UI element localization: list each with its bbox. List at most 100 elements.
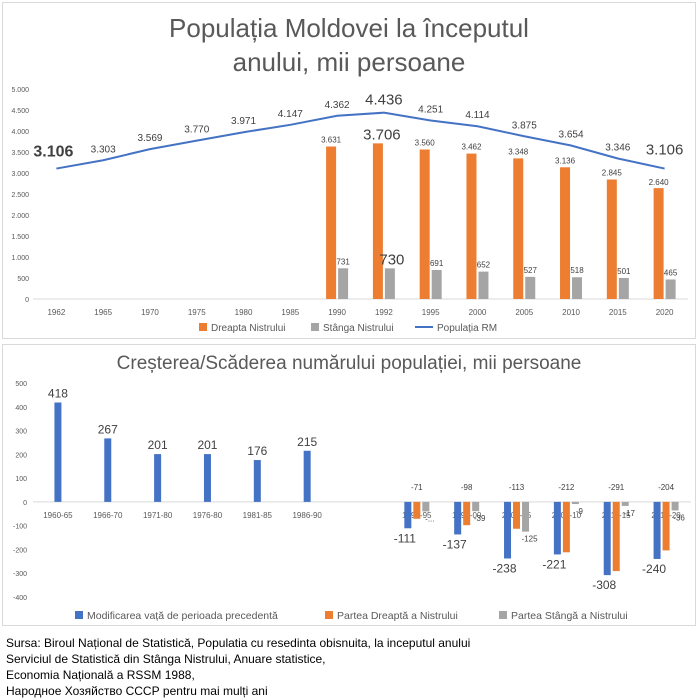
data-label-dreapta: 2.640 xyxy=(649,178,670,187)
data-label-partea-stanga: -39 xyxy=(474,514,486,523)
bar-modificarea xyxy=(253,460,261,502)
change-chart-title: Creșterea/Scăderea numărului populației,… xyxy=(116,353,582,374)
change-chart-panel: Creșterea/Scăderea numărului populației,… xyxy=(2,344,696,626)
data-label-populatia: 4.251 xyxy=(418,104,443,115)
x-tick-label: 1981-85 xyxy=(243,511,273,520)
data-label-modificarea: -308 xyxy=(592,578,616,592)
bar-modificarea xyxy=(553,501,561,555)
bar-dreapta-nistrului xyxy=(560,167,571,299)
x-tick-label: 1971-80 xyxy=(143,511,173,520)
data-label-dreapta: 3.136 xyxy=(555,156,576,165)
data-label-populatia: 3.346 xyxy=(605,142,630,153)
y-tick-label: 0 xyxy=(25,297,29,304)
data-label-dreapta: 2.845 xyxy=(602,169,623,178)
legend-label-modificarea: Modificarea vață de perioada precedentă xyxy=(87,610,278,622)
bar-partea-dreapta xyxy=(612,501,620,572)
data-label-dreapta: 3.462 xyxy=(461,143,482,152)
data-label-populatia: 3.303 xyxy=(91,144,116,155)
data-label-partea-dreapta: -98 xyxy=(461,483,473,492)
data-label-partea-stanga: -9 xyxy=(576,507,584,516)
y-tick-label: 300 xyxy=(15,429,27,436)
legend-label-partea-stanga: Partea Stângă a Nistrului xyxy=(511,610,628,622)
y-tick-label: 100 xyxy=(15,476,27,483)
legend-label-populatia: Populația RM xyxy=(437,323,497,334)
data-label-populatia: 4.147 xyxy=(278,109,303,120)
bar-stanga-nistrului xyxy=(572,277,583,299)
y-tick-label: 4.000 xyxy=(11,129,29,136)
y-tick-label: 400 xyxy=(15,405,27,412)
legend-swatch-partea-dreapta xyxy=(325,611,333,619)
data-label-partea-stanga: -... xyxy=(425,514,434,523)
data-label-stanga: 691 xyxy=(430,259,444,268)
bar-modificarea xyxy=(653,501,661,559)
data-label-populatia: 3.654 xyxy=(559,130,584,141)
bar-dreapta-nistrului xyxy=(606,179,617,299)
data-label-populatia: 3.106 xyxy=(33,144,73,161)
bar-partea-stanga xyxy=(422,501,430,512)
data-label-modificarea: -221 xyxy=(542,557,566,571)
bar-dreapta-nistrului xyxy=(653,188,664,299)
data-label-partea-stanga: -17 xyxy=(623,509,635,518)
data-label-partea-stanga: -125 xyxy=(522,535,539,544)
data-label-dreapta: 3.631 xyxy=(321,135,342,144)
bar-modificarea xyxy=(454,501,462,535)
bar-modificarea xyxy=(203,454,211,502)
data-label-populatia: 3.875 xyxy=(512,120,537,131)
bar-partea-dreapta xyxy=(463,501,471,526)
bar-partea-dreapta xyxy=(513,501,521,529)
data-label-stanga: 501 xyxy=(617,267,631,276)
bar-modificarea xyxy=(154,454,162,502)
data-label-modificarea: -137 xyxy=(443,537,467,551)
x-tick-label: 1975 xyxy=(188,308,206,317)
bar-modificarea xyxy=(404,501,412,529)
source-line-4: Народное Хозяйство СССР pentru mai mulți… xyxy=(6,684,268,698)
bar-dreapta-nistrului xyxy=(372,143,383,299)
data-label-modificarea: 267 xyxy=(98,422,118,436)
change-chart: -400 -300 -200 -100 0 100 200 300 400 500 1960-65 1… xyxy=(13,381,691,622)
bar-partea-stanga xyxy=(522,501,530,532)
data-label-populatia: 3.971 xyxy=(231,116,256,127)
data-label-modificarea: -240 xyxy=(642,562,666,576)
data-label-dreapta: 3.560 xyxy=(415,138,436,147)
bar-stanga-nistrului xyxy=(618,277,629,299)
y-tick-label: 3.000 xyxy=(11,171,29,178)
x-tick-label: 1960-65 xyxy=(43,511,73,520)
y-tick-label: 500 xyxy=(15,381,27,388)
data-label-partea-stanga: -36 xyxy=(673,513,685,522)
bar-partea-stanga xyxy=(671,501,679,511)
bar-dreapta-nistrului xyxy=(513,158,524,299)
x-tick-label: 2000 xyxy=(469,308,487,317)
x-tick-label: 1980 xyxy=(235,308,253,317)
data-label-stanga: 652 xyxy=(477,261,491,270)
line-populatia-rm xyxy=(56,111,665,170)
legend-label-dreapta: Dreapta Nistrului xyxy=(211,323,285,334)
bar-modificarea xyxy=(54,402,62,502)
bar-modificarea xyxy=(504,501,512,559)
bar-stanga-nistrului xyxy=(478,271,489,299)
x-tick-label: 1986-90 xyxy=(292,511,322,520)
y-tick-label: 0 xyxy=(23,500,27,507)
population-chart: 0 500 1.000 1.500 2.000 2.500 3.000 3.500 4.000 4… xyxy=(11,87,688,334)
x-tick-label: 1992 xyxy=(375,308,393,317)
bar-modificarea xyxy=(303,450,311,502)
bar-dreapta-nistrului xyxy=(326,146,337,299)
y-tick-label: 1.500 xyxy=(11,234,29,241)
bar-stanga-nistrului xyxy=(665,279,676,299)
data-label-populatia: 4.114 xyxy=(465,110,490,121)
data-label-stanga: 527 xyxy=(524,266,538,275)
legend-label-partea-dreapta: Partea Dreaptă a Nistrului xyxy=(337,610,458,622)
source-line-1: Sursa: Biroul Național de Statistică, Po… xyxy=(6,636,471,650)
population-chart-panel: Populația Moldovei la începutul anului, … xyxy=(2,2,696,339)
x-tick-label: 2020 xyxy=(656,308,674,317)
y-tick-label: 3.500 xyxy=(11,150,29,157)
data-label-partea-dreapta: -291 xyxy=(608,483,625,492)
y-tick-label: 1.000 xyxy=(11,255,29,262)
bar-stanga-nistrului xyxy=(525,276,536,299)
data-label-populatia: 3.569 xyxy=(137,133,162,144)
y-tick-label: 2.000 xyxy=(11,213,29,220)
data-label-populatia: 4.362 xyxy=(325,100,350,111)
data-label-stanga: 465 xyxy=(664,268,678,277)
data-label-stanga: 730 xyxy=(379,251,404,268)
bar-partea-dreapta xyxy=(413,501,421,519)
data-label-partea-dreapta: -204 xyxy=(658,483,675,492)
